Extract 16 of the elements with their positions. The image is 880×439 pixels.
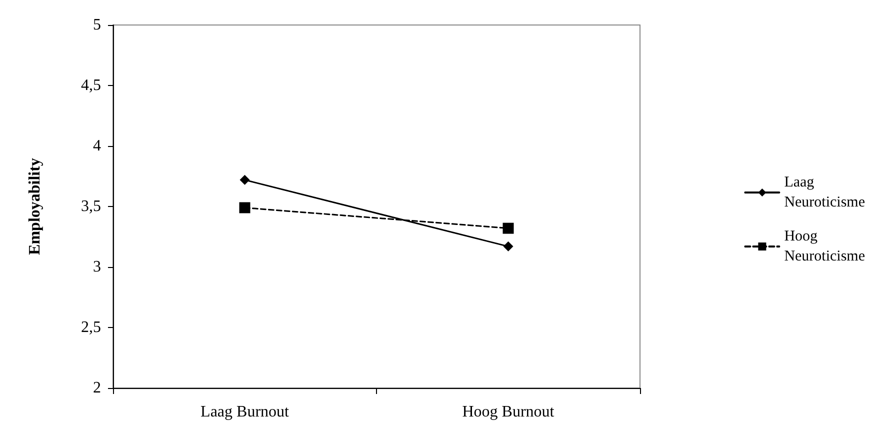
x-tick-label: Laag Burnout <box>200 404 290 420</box>
y-tick-label: 3 <box>93 258 101 276</box>
y-axis-title: Employability <box>26 158 44 255</box>
y-tick-label: 4 <box>93 138 101 154</box>
y-tick-label: 5 <box>93 16 101 34</box>
point <box>502 222 514 234</box>
legend-label: Laag Neuroticisme <box>784 174 866 210</box>
point <box>240 174 250 185</box>
legend-label: Hoog Neuroticisme <box>784 228 866 264</box>
y-tick-label: 4,5 <box>81 77 101 94</box>
y-tick-label: 2 <box>93 380 101 396</box>
point <box>503 241 514 252</box>
x-tick-label: Hoog Burnout <box>462 404 555 420</box>
y-tick-label: 2,5 <box>81 319 101 336</box>
y-tick-label: 3,5 <box>81 198 101 215</box>
point <box>239 202 250 214</box>
